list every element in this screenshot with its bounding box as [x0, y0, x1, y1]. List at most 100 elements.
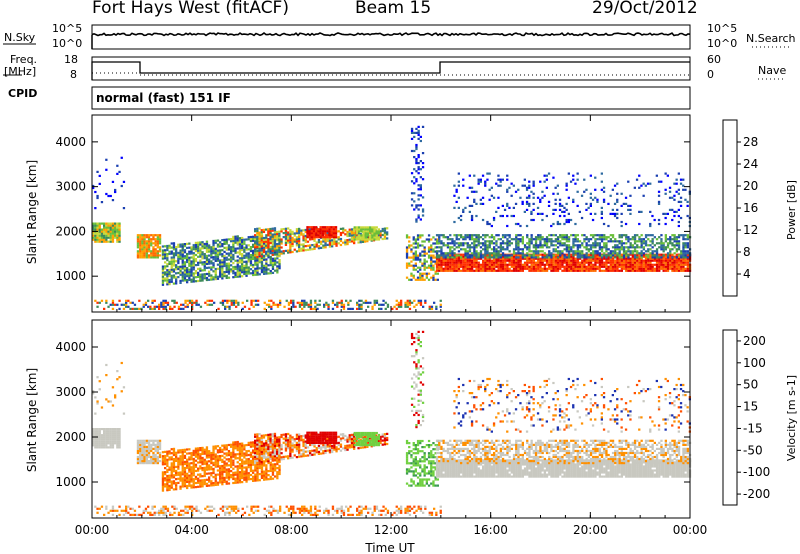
power-cell — [614, 250, 617, 253]
power-cell — [358, 230, 361, 233]
power-cell — [525, 186, 529, 189]
velocity-cell — [170, 476, 173, 479]
power-cell — [517, 240, 520, 243]
power-cell — [150, 234, 153, 237]
velocity-cell — [103, 430, 106, 433]
velocity-cell — [170, 482, 173, 485]
power-cell — [332, 236, 335, 239]
power-cell — [497, 246, 500, 249]
power-cell — [237, 301, 240, 304]
power-cell — [532, 265, 535, 268]
power-cell — [574, 250, 577, 253]
power-cell — [289, 233, 292, 236]
power-cell — [515, 246, 518, 249]
power-cell — [360, 226, 363, 229]
power-cell — [92, 238, 95, 241]
power-cell — [484, 250, 487, 253]
power-cell — [640, 267, 643, 270]
power-cell — [432, 276, 435, 279]
power-cell — [257, 299, 260, 302]
power-cell — [620, 256, 623, 259]
power-cell — [440, 254, 443, 257]
power-cell — [532, 184, 535, 187]
power-cell — [477, 234, 480, 237]
power-cell — [243, 256, 246, 259]
power-cell — [556, 256, 560, 259]
power-cell — [613, 202, 617, 205]
velocity-cell — [156, 443, 159, 446]
power-cell — [276, 237, 279, 240]
power-cell — [556, 261, 560, 264]
power-cell — [682, 248, 685, 251]
power-cell — [640, 238, 643, 241]
velocity-cell — [170, 462, 173, 465]
power-cell — [230, 252, 233, 255]
power-cell — [216, 239, 220, 242]
power-cell — [642, 269, 645, 272]
power-cell — [375, 232, 378, 235]
power-cell — [497, 196, 500, 199]
velocity-cell — [177, 473, 180, 476]
velocity-cell — [170, 468, 173, 471]
power-cell — [671, 263, 674, 266]
power-cell — [532, 267, 535, 270]
power-cell — [415, 218, 418, 221]
power-cell — [221, 255, 224, 258]
power-cell — [585, 269, 588, 272]
power-cell — [605, 256, 608, 259]
power-cell — [164, 307, 167, 310]
velocity-cell — [98, 438, 101, 441]
power-cell — [417, 172, 420, 175]
power-cell — [506, 214, 509, 218]
power-cell — [308, 226, 311, 229]
velocity-cell — [183, 460, 187, 463]
power-cell — [457, 180, 460, 183]
power-cell — [361, 240, 365, 243]
power-cell — [145, 250, 148, 253]
power-cell — [419, 268, 422, 271]
power-cell — [183, 251, 187, 254]
power-cell — [627, 240, 630, 243]
nave-tick-top: 60 — [707, 53, 721, 66]
power-cell — [291, 230, 294, 233]
power-cell — [684, 244, 687, 247]
power-cell — [212, 244, 215, 247]
power-cell — [625, 255, 628, 258]
velocity-cell — [188, 478, 191, 481]
power-cell — [262, 240, 266, 244]
power-cell — [587, 263, 590, 266]
power-cell — [360, 234, 363, 237]
power-cell — [640, 263, 643, 266]
power-cell — [269, 231, 272, 235]
power-cell — [116, 238, 119, 241]
power-cell — [381, 227, 384, 231]
power-cell — [567, 218, 570, 222]
power-cell — [161, 279, 165, 282]
power-cell — [561, 204, 564, 207]
power-cell — [618, 259, 621, 262]
power-cell — [439, 303, 442, 306]
power-cell — [475, 267, 478, 270]
power-cell — [166, 244, 169, 248]
power-cell — [680, 252, 683, 255]
power-cell — [653, 257, 656, 260]
power-cell — [668, 196, 672, 199]
power-cell — [506, 267, 509, 270]
power-cell — [221, 243, 224, 246]
power-cell — [98, 226, 101, 229]
power-cell — [521, 267, 524, 270]
power-cell — [565, 244, 568, 247]
power-cell — [545, 259, 549, 262]
power-cell — [664, 246, 667, 249]
velocity-cell — [194, 475, 198, 478]
power-cell — [486, 269, 489, 272]
power-cell — [434, 238, 437, 241]
power-cell — [190, 246, 193, 249]
power-cell — [658, 256, 661, 259]
power-cell — [408, 246, 411, 249]
power-cell — [464, 254, 467, 257]
power-cell — [651, 234, 654, 237]
power-cell — [462, 208, 465, 211]
velocity-cell — [201, 467, 204, 470]
power-cell — [616, 269, 619, 272]
